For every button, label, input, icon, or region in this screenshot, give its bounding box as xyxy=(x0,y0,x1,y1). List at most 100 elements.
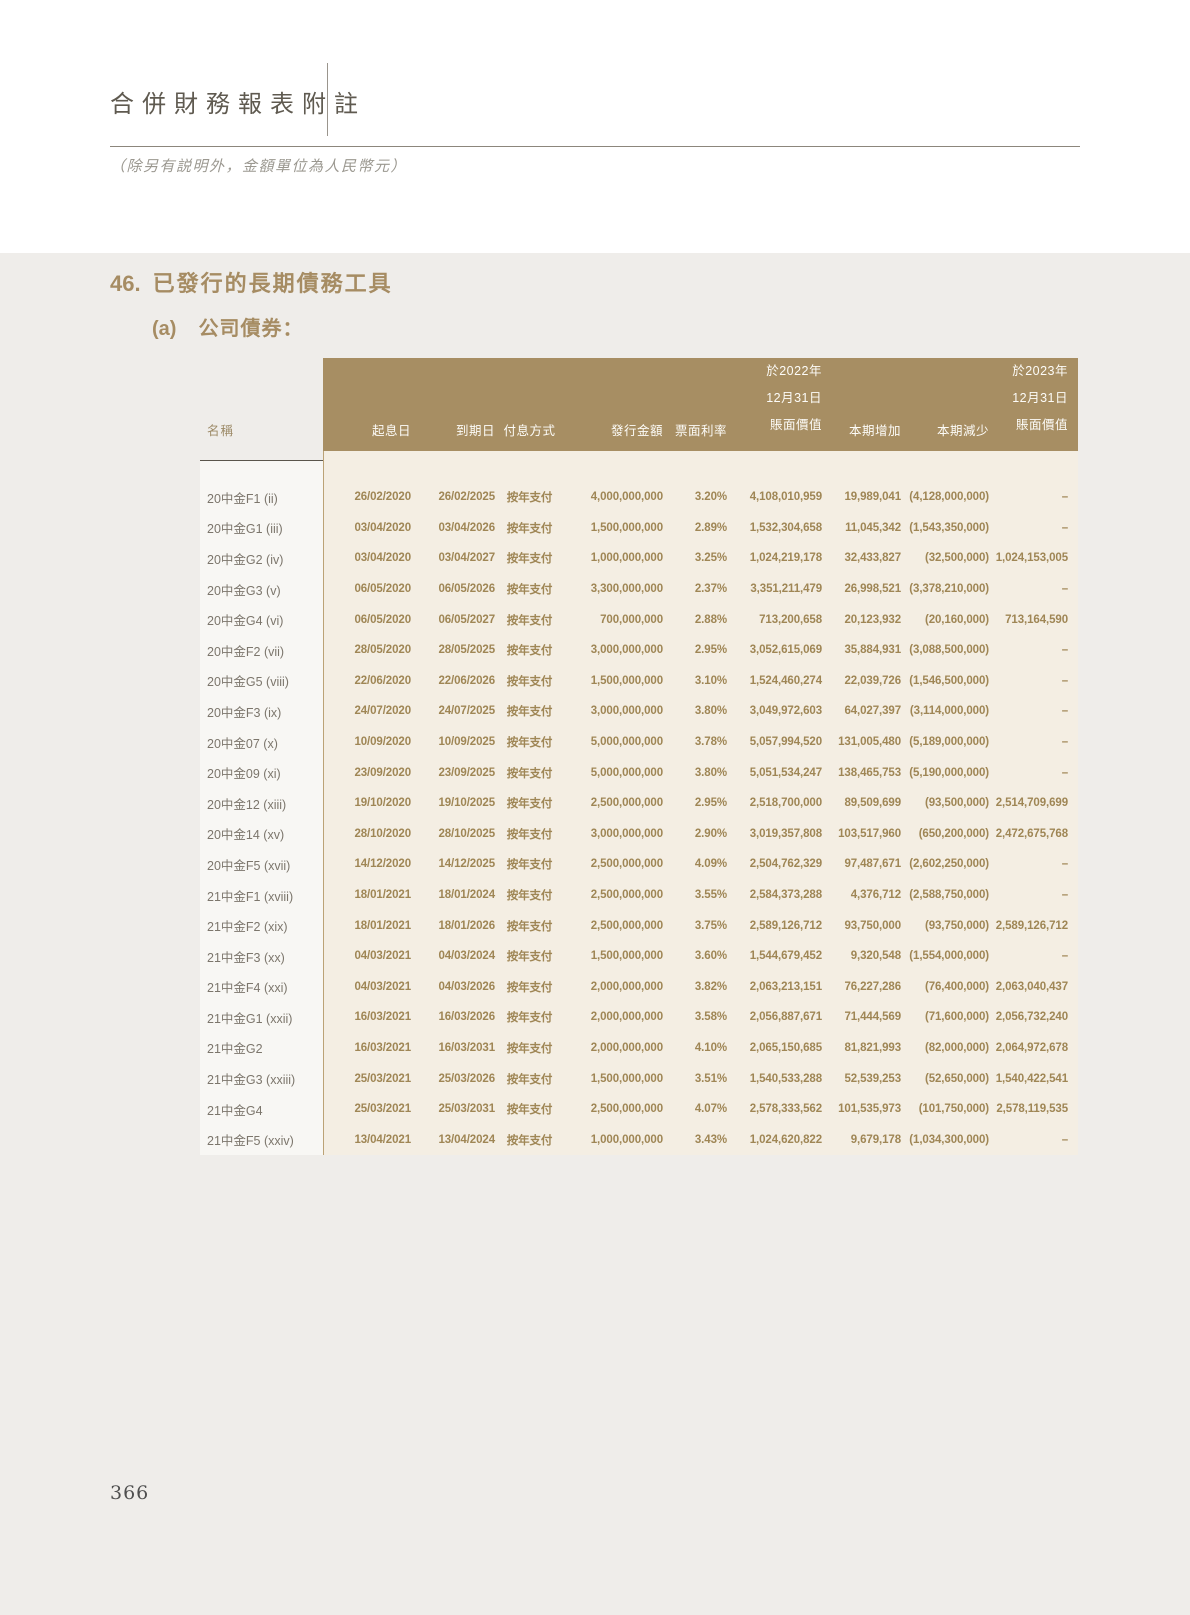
payment-method-cell: 按年支付 xyxy=(506,1012,553,1025)
table-row: 21中金F2 (xix) 18/01/2021 18/01/2026 按年支付 2,50… xyxy=(200,910,1078,941)
coupon-rate-cell: 4.09% xyxy=(694,858,727,871)
carrying-2022-cell: 1,024,219,178 xyxy=(749,552,822,565)
carrying-2023-cell: – xyxy=(1061,858,1068,871)
bond-name-cell: 21中金F4 (xxi) xyxy=(207,981,288,996)
start-date-cell: 16/03/2021 xyxy=(354,1041,411,1054)
carrying-2023-cell: – xyxy=(1061,583,1068,596)
issue-amount-cell: 3,000,000,000 xyxy=(590,827,663,840)
carrying-2023-cell: 2,063,040,437 xyxy=(995,980,1068,993)
increase-cell: 97,487,671 xyxy=(844,858,901,871)
maturity-date-cell: 22/06/2026 xyxy=(438,674,495,687)
title-divider-vertical xyxy=(327,63,328,136)
issue-amount-cell: 2,000,000,000 xyxy=(590,980,663,993)
carrying-2023-cell: – xyxy=(1061,766,1068,779)
carrying-2022-cell: 713,200,658 xyxy=(759,613,822,626)
increase-cell: 32,433,827 xyxy=(844,552,901,565)
increase-cell: 93,750,000 xyxy=(844,919,901,932)
column-header-carrying-2022: 於2022年 12月31日 賬面價值 xyxy=(766,364,822,432)
payment-method-cell: 按年支付 xyxy=(506,492,553,505)
bond-name-cell: 20中金F1 (ii) xyxy=(207,491,278,506)
decrease-cell: (650,200,000) xyxy=(918,827,989,840)
start-date-cell: 25/03/2021 xyxy=(354,1103,411,1116)
bond-name-cell: 20中金07 (x) xyxy=(207,736,278,751)
carrying-2023-cell: 2,056,732,240 xyxy=(995,1011,1068,1024)
start-date-cell: 23/09/2020 xyxy=(354,766,411,779)
bond-name-cell: 21中金G4 xyxy=(207,1103,263,1118)
table-row: 20中金F3 (ix) 24/07/2020 24/07/2025 按年支付 3,000… xyxy=(200,696,1078,727)
start-date-cell: 14/12/2020 xyxy=(354,858,411,871)
column-header-maturity-date: 到期日 xyxy=(455,424,495,438)
page-title: 合併財務報表附註 xyxy=(110,90,366,118)
carrying-2022-cell: 3,049,972,603 xyxy=(749,705,822,718)
increase-cell: 64,027,397 xyxy=(844,705,901,718)
maturity-date-cell: 28/05/2025 xyxy=(438,644,495,657)
bond-name-cell: 20中金F2 (vii) xyxy=(207,644,285,659)
column-header-payment-method: 付息方式 xyxy=(503,424,556,438)
table-row: 20中金F2 (vii) 28/05/2020 28/05/2025 按年支付 3,00… xyxy=(200,635,1078,666)
coupon-rate-cell: 3.51% xyxy=(694,1072,727,1085)
increase-cell: 9,679,178 xyxy=(850,1133,901,1146)
coupon-rate-cell: 2.37% xyxy=(694,583,727,596)
bond-name-cell: 20中金14 (xv) xyxy=(207,828,285,843)
issue-amount-cell: 5,000,000,000 xyxy=(590,766,663,779)
carrying-2023-cell: – xyxy=(1061,1133,1068,1146)
column-header-carrying-2023: 於2023年 12月31日 賬面價值 xyxy=(1012,364,1068,432)
table-row: 20中金14 (xv) 28/10/2020 28/10/2025 按年支付 3,000… xyxy=(200,819,1078,850)
start-date-cell: 03/04/2020 xyxy=(354,552,411,565)
issue-amount-cell: 2,500,000,000 xyxy=(590,797,663,810)
table-row: 21中金F5 (xxiv) 13/04/2021 13/04/2024 按年支付 1,0… xyxy=(200,1124,1078,1155)
issue-amount-cell: 3,000,000,000 xyxy=(590,644,663,657)
increase-cell: 89,509,699 xyxy=(844,797,901,810)
issue-amount-cell: 2,000,000,000 xyxy=(590,1011,663,1024)
maturity-date-cell: 25/03/2026 xyxy=(438,1072,495,1085)
coupon-rate-cell: 3.10% xyxy=(694,674,727,687)
table-data-area: 起息日 到期日 付息方式 發行金額 票面利率 於2022年 12月31日 賬面價… xyxy=(323,358,1078,1155)
increase-cell: 35,884,931 xyxy=(844,644,901,657)
table-row: 20中金G2 (iv) 03/04/2020 03/04/2027 按年支付 1,000… xyxy=(200,543,1078,574)
carrying-2022-cell: 2,063,213,151 xyxy=(749,980,822,993)
coupon-rate-cell: 3.55% xyxy=(694,889,727,902)
decrease-cell: (101,750,000) xyxy=(918,1103,989,1116)
coupon-rate-cell: 2.88% xyxy=(694,613,727,626)
issue-amount-cell: 2,500,000,000 xyxy=(590,919,663,932)
bond-name-cell: 21中金G1 (xxii) xyxy=(207,1011,293,1026)
payment-method-cell: 按年支付 xyxy=(506,920,553,933)
table-row: 20中金F1 (ii) 26/02/2020 26/02/2025 按年支付 4,000… xyxy=(200,482,1078,513)
issue-amount-cell: 4,000,000,000 xyxy=(590,491,663,504)
bond-name-cell: 21中金G2 xyxy=(207,1042,263,1057)
bond-name-cell: 20中金F3 (ix) xyxy=(207,705,282,720)
bond-name-cell: 20中金F5 (xvii) xyxy=(207,858,291,873)
increase-cell: 76,227,286 xyxy=(844,980,901,993)
carrying-2023-cell: 2,514,709,699 xyxy=(995,797,1068,810)
increase-cell: 138,465,753 xyxy=(838,766,901,779)
coupon-rate-cell: 3.60% xyxy=(694,950,727,963)
decrease-cell: (4,128,000,000) xyxy=(909,491,989,504)
table-header-row: 起息日 到期日 付息方式 發行金額 票面利率 於2022年 12月31日 賬面價… xyxy=(323,358,1078,451)
start-date-cell: 22/06/2020 xyxy=(354,674,411,687)
table-row: 20中金G4 (vi) 06/05/2020 06/05/2027 按年支付 700,0… xyxy=(200,604,1078,635)
carrying-2023-cell: – xyxy=(1061,491,1068,504)
table-rows: 20中金F1 (ii) 26/02/2020 26/02/2025 按年支付 4,000… xyxy=(200,482,1078,1155)
maturity-date-cell: 25/03/2031 xyxy=(438,1103,495,1116)
payment-method-cell: 按年支付 xyxy=(506,645,553,658)
bonds-table: 名稱 起息日 到期日 付息方式 發行金額 票面利率 於2022年 12月31日 … xyxy=(200,358,1078,1155)
carrying-2023-cell: – xyxy=(1061,644,1068,657)
payment-method-cell: 按年支付 xyxy=(506,553,553,566)
carrying-2022-cell: 2,584,373,288 xyxy=(749,889,822,902)
carrying-2022-cell: 5,057,994,520 xyxy=(749,736,822,749)
start-date-cell: 10/09/2020 xyxy=(354,736,411,749)
maturity-date-cell: 24/07/2025 xyxy=(438,705,495,718)
decrease-cell: (1,554,000,000) xyxy=(909,950,989,963)
issue-amount-cell: 2,500,000,000 xyxy=(590,1103,663,1116)
table-row: 21中金G1 (xxii) 16/03/2021 16/03/2026 按年支付 2,0… xyxy=(200,1002,1078,1033)
subsection-title: 公司債券： xyxy=(198,318,304,340)
payment-method-cell: 按年支付 xyxy=(506,798,553,811)
table-row: 20中金F5 (xvii) 14/12/2020 14/12/2025 按年支付 2,5… xyxy=(200,849,1078,880)
table-row: 20中金G1 (iii) 03/04/2020 03/04/2026 按年支付 1,50… xyxy=(200,513,1078,544)
payment-method-cell: 按年支付 xyxy=(506,828,553,841)
currency-note: （除另有説明外，金額單位為人民幣元） xyxy=(110,157,408,175)
start-date-cell: 26/02/2020 xyxy=(354,491,411,504)
coupon-rate-cell: 3.20% xyxy=(694,491,727,504)
payment-method-cell: 按年支付 xyxy=(506,951,553,964)
coupon-rate-cell: 3.82% xyxy=(694,980,727,993)
